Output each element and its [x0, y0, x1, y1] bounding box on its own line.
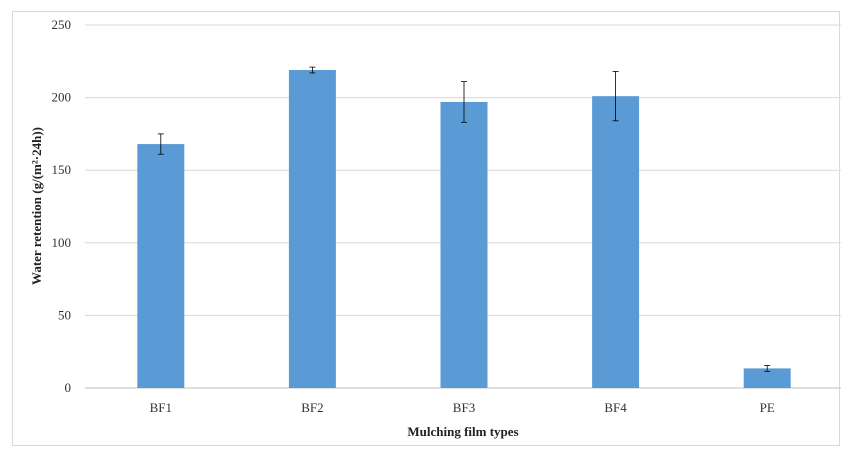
y-tick-label: 200: [52, 90, 72, 105]
y-tick-label: 50: [58, 307, 71, 322]
error-bars: [157, 66, 771, 372]
error-bar-bf2: [309, 66, 316, 74]
bar-bf3: [440, 101, 488, 389]
y-tick-labels: 0 50 100 150 200 250: [52, 17, 72, 395]
y-tick-label: 100: [52, 235, 72, 250]
bar-pe: [743, 368, 791, 388]
error-bar-pe: [764, 365, 771, 372]
error-bar-bf3: [461, 81, 467, 123]
bar-bf2: [288, 70, 336, 389]
error-bar-bf1: [157, 133, 164, 155]
y-tick-label: 150: [52, 162, 72, 177]
error-bar-bf4: [612, 71, 619, 122]
x-tick-label: PE: [760, 400, 775, 415]
x-tick-label: BF1: [150, 400, 172, 415]
bar-bf1: [137, 144, 185, 388]
y-tick-label: 0: [65, 380, 72, 395]
x-tick-labels: BF1 BF2 BF3 BF4 PE: [150, 400, 775, 415]
y-tick-label: 250: [52, 17, 72, 32]
x-axis-title: Mulching film types: [407, 424, 518, 439]
x-tick-label: BF2: [301, 400, 323, 415]
x-tick-label: BF3: [453, 400, 475, 415]
bar-bf4: [592, 96, 640, 388]
x-tick-label: BF4: [604, 400, 627, 415]
y-axis-title: Water retention (g/(m²·24h)): [29, 127, 44, 285]
bars: [137, 70, 791, 389]
gridlines: [85, 24, 841, 389]
